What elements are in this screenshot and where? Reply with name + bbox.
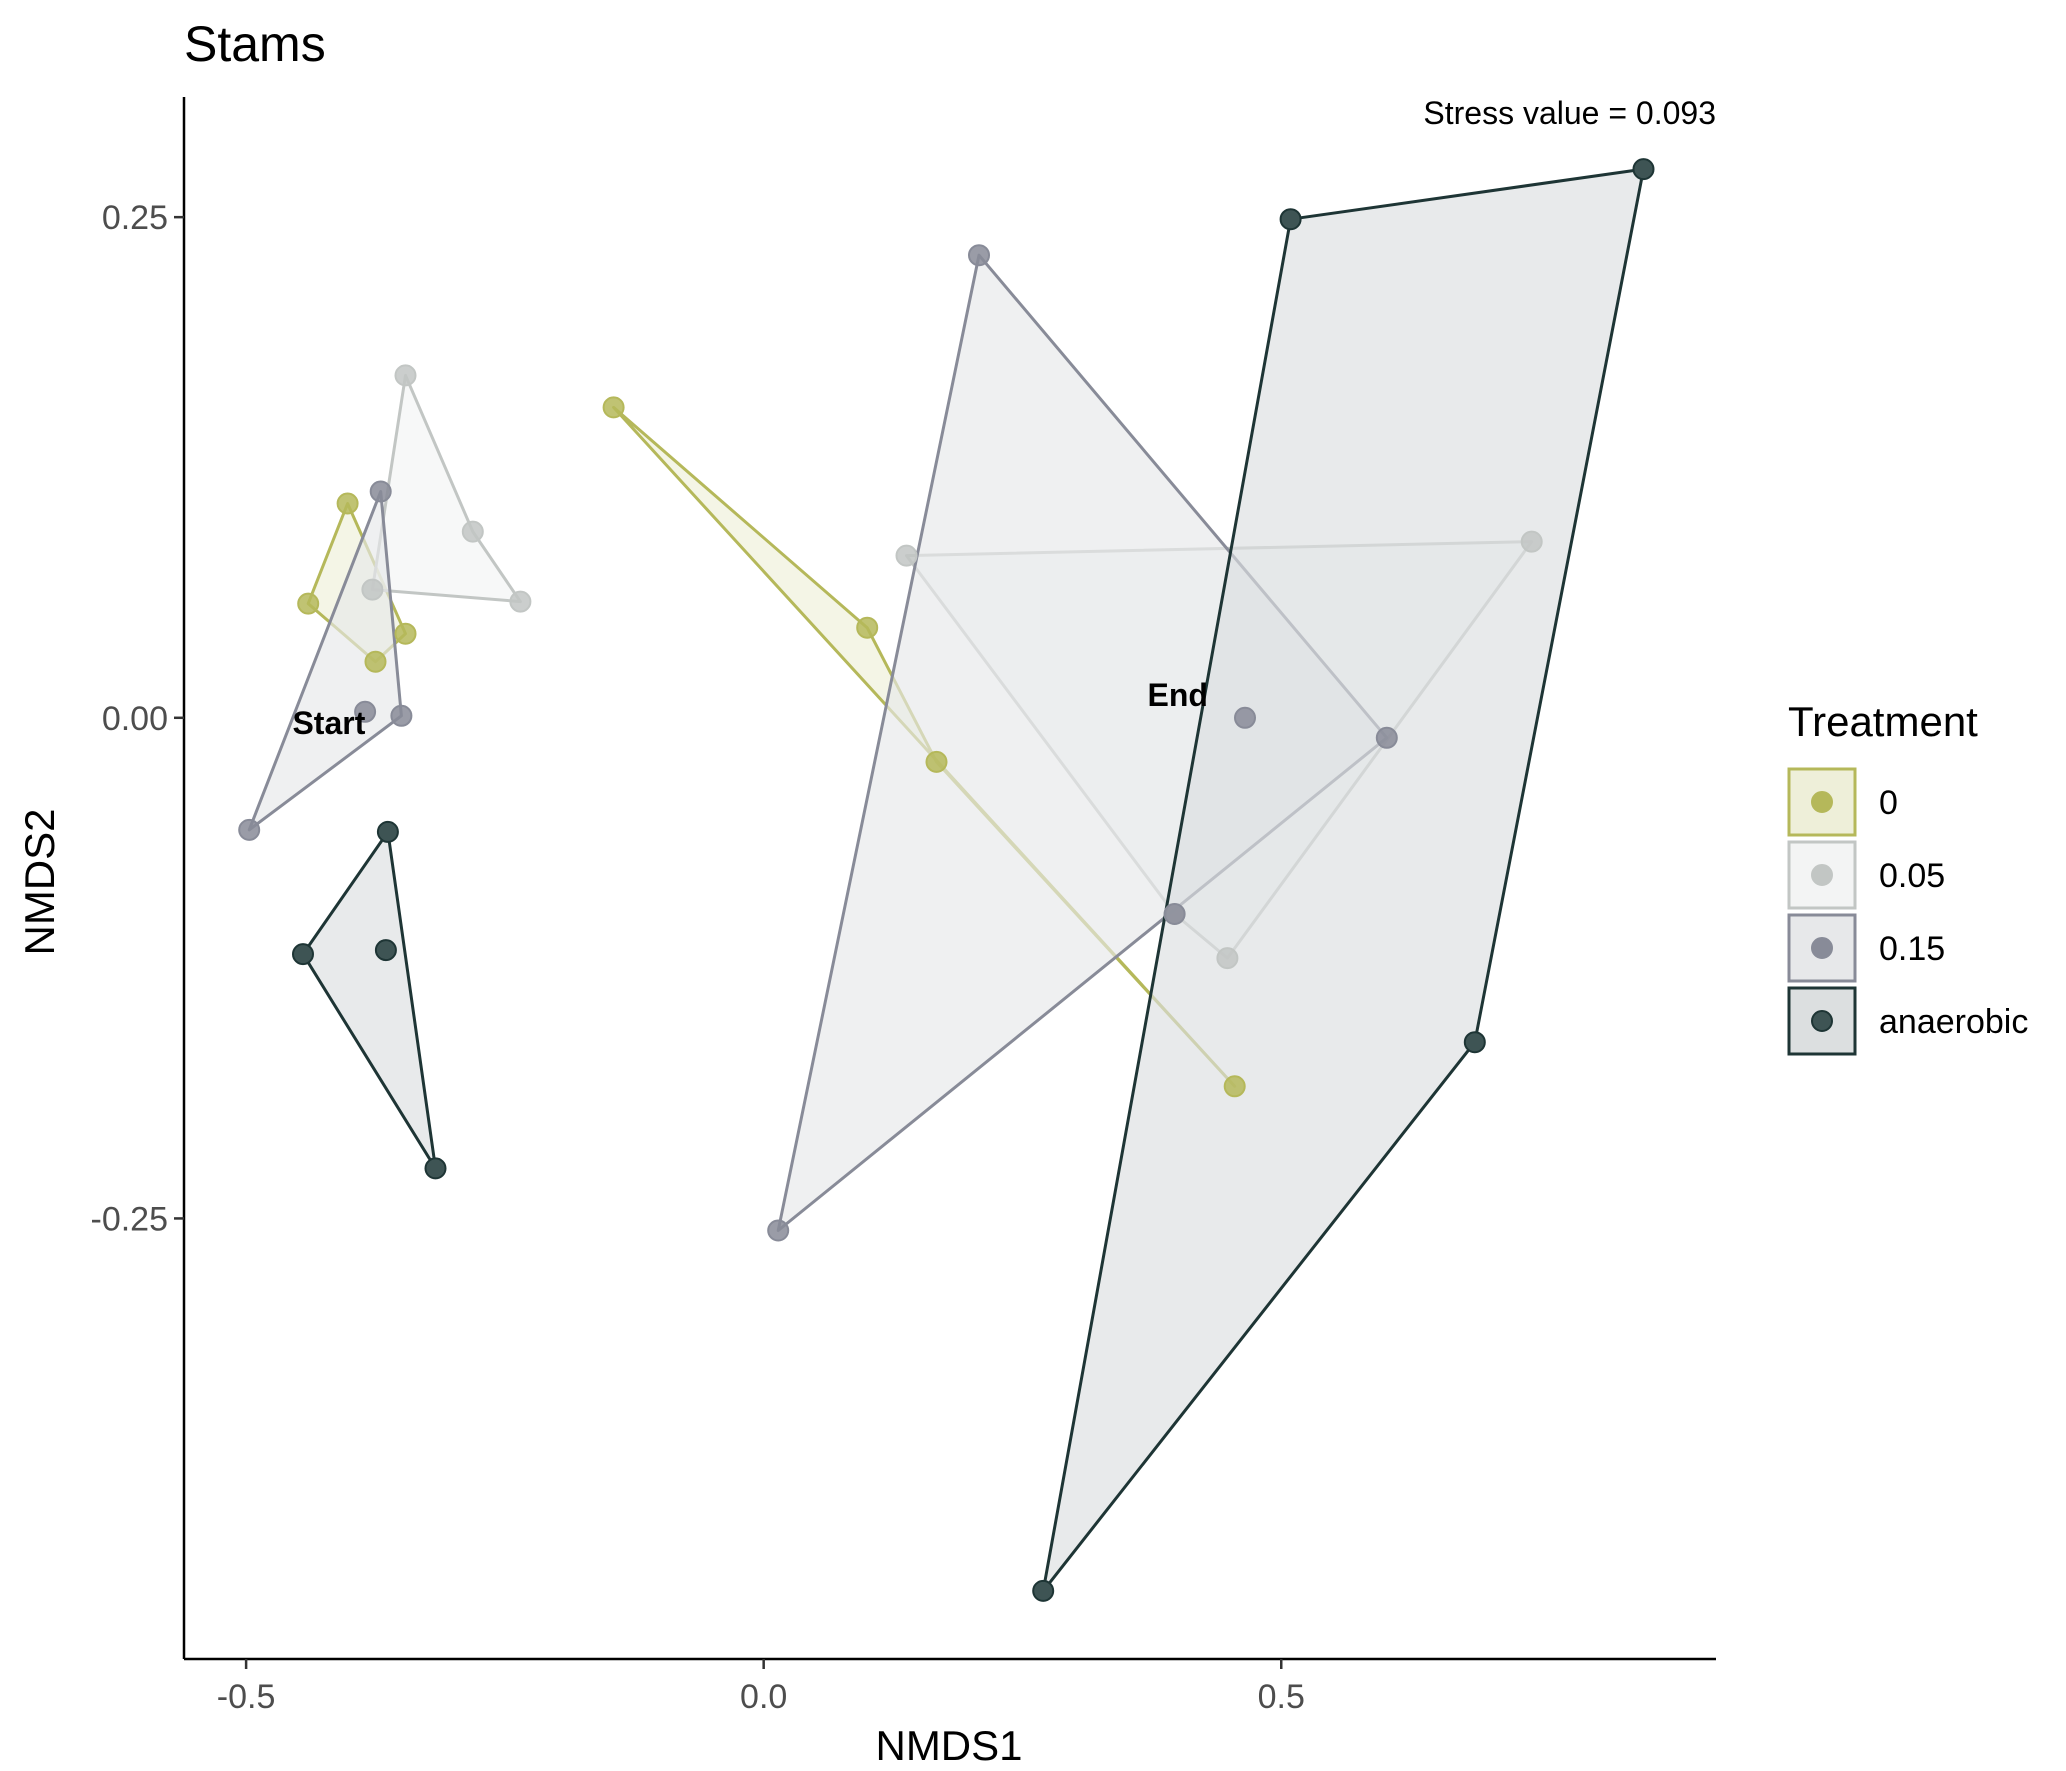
y-tick-label: 0.25	[102, 199, 168, 237]
point-0-0	[336, 492, 359, 515]
hull-0_05-0	[370, 373, 522, 604]
point-0_15-8	[767, 1219, 790, 1242]
legend-label-0: 0	[1879, 784, 1898, 822]
legend-title: Treatment	[1788, 698, 1978, 745]
axes: -0.5 0.0 0.5 0.25 0.00 -0.25	[91, 97, 1716, 1716]
hull-0_15-1	[776, 253, 1389, 1232]
x-tick-label: -0.5	[217, 1678, 276, 1716]
hull-anaerobic-0	[301, 830, 437, 1170]
x-axis-title: NMDS1	[875, 1722, 1022, 1769]
point-0-4	[602, 396, 625, 419]
point-0_05-5	[1520, 530, 1543, 553]
point-anaerobic-3	[424, 1157, 447, 1180]
point-0_15-5	[1234, 706, 1256, 729]
point-0-7	[1223, 1075, 1246, 1098]
point-0_15-6	[1375, 726, 1398, 749]
chart-title: Stams	[184, 16, 326, 72]
point-0_05-4	[895, 544, 918, 567]
legend-marker-0_05	[1811, 864, 1833, 886]
legend: Treatment 0 0.05 0.15 anaerobic	[1787, 698, 2028, 1056]
point-0_15-1	[390, 704, 413, 727]
legend-marker-0_15	[1811, 937, 1833, 959]
legend-label-anaerobic: anaerobic	[1879, 1003, 2028, 1041]
point-0_15-2	[354, 700, 377, 723]
point-0-3	[394, 622, 417, 645]
point-0_05-1	[461, 520, 484, 543]
label-end: End	[1147, 677, 1207, 713]
point-0-2	[364, 650, 387, 673]
point-anaerobic-7	[1032, 1579, 1055, 1602]
legend-marker-0	[1811, 791, 1833, 813]
legend-label-0_05: 0.05	[1879, 857, 1945, 895]
y-axis-title: NMDS2	[16, 808, 63, 955]
point-layer	[238, 158, 1655, 1602]
point-0_15-3	[238, 818, 261, 841]
x-tick-label: 0.0	[740, 1678, 787, 1716]
point-0_15-0	[369, 480, 392, 503]
point-anaerobic-5	[1632, 158, 1655, 181]
point-0-6	[925, 750, 948, 773]
x-tick-label: 0.5	[1258, 1678, 1305, 1716]
point-anaerobic-4	[1279, 208, 1302, 231]
label-layer: Start End	[292, 677, 1207, 741]
point-0-5	[856, 616, 879, 639]
point-anaerobic-6	[1463, 1031, 1486, 1054]
point-0_05-3	[361, 578, 384, 601]
point-0_15-7	[1163, 903, 1186, 925]
hull-0_15-0	[247, 490, 403, 832]
legend-label-0_15: 0.15	[1879, 930, 1945, 968]
point-anaerobic-0	[376, 820, 399, 843]
point-0_15-4	[968, 244, 990, 267]
point-0_05-2	[509, 590, 532, 613]
point-0-1	[297, 592, 320, 615]
hull-layer	[247, 167, 1645, 1593]
point-anaerobic-1	[374, 939, 397, 962]
point-anaerobic-2	[292, 943, 314, 966]
point-0_05-6	[1216, 947, 1239, 970]
y-tick-label: 0.00	[102, 700, 168, 738]
point-0_05-0	[394, 364, 417, 387]
legend-marker-anaerobic	[1811, 1010, 1833, 1032]
y-tick-label: -0.25	[91, 1200, 169, 1238]
label-start: Start	[292, 705, 365, 741]
stress-annotation: Stress value = 0.093	[1423, 95, 1716, 131]
